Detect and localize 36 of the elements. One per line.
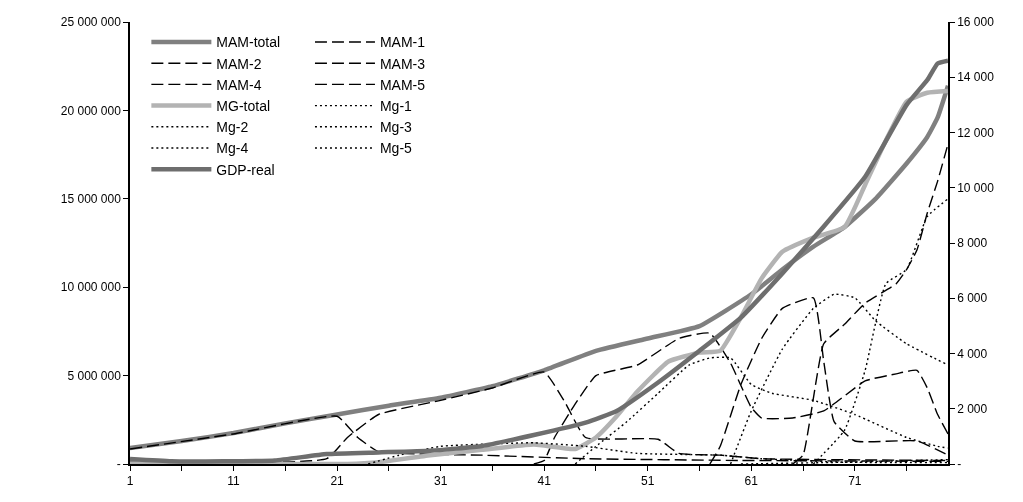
- legend-label: Mg-5: [379, 140, 413, 157]
- y2-tick-label: 14 000: [957, 70, 995, 85]
- legend-label: Mg-3: [379, 119, 413, 136]
- legend-label: MAM-total: [216, 34, 281, 51]
- legend-label: Mg-2: [216, 119, 249, 136]
- x-tick-label: 41: [537, 474, 552, 489]
- legend-label: MAM-2: [216, 55, 262, 72]
- x-tick-label: 31: [433, 474, 448, 489]
- y-tick-label: 15 000 000: [60, 192, 122, 206]
- y-tick-label: 10 000 000: [60, 280, 122, 295]
- x-tick-label: 51: [641, 474, 655, 489]
- y-tick-label: 20 000 000: [60, 103, 122, 118]
- x-tick-label: 61: [744, 474, 759, 489]
- legend-label: MAM-3: [379, 55, 426, 72]
- legend-label: MAM-4: [216, 76, 262, 93]
- legend-label: Mg-4: [216, 140, 249, 157]
- y-tick-label: -: [116, 457, 121, 472]
- x-tick-label: 1: [126, 474, 134, 489]
- y2-tick-label: 16 000: [957, 15, 995, 30]
- legend-label: GDP-real: [216, 161, 275, 178]
- y2-tick-label: 4 000: [957, 346, 988, 361]
- y-tick-label: 25 000 000: [60, 15, 122, 30]
- x-tick-label: 21: [330, 474, 345, 489]
- y2-tick-label: 6 000: [957, 291, 988, 306]
- legend-label: Mg-1: [379, 98, 413, 115]
- y2-tick-label: 12 000: [957, 125, 995, 140]
- x-tick-label: 11: [227, 474, 241, 489]
- y2-tick-label: 2 000: [957, 401, 988, 416]
- legend-label: MAM-5: [379, 76, 426, 93]
- y2-tick-label: 10 000: [957, 180, 995, 195]
- y-tick-label: 5 000 000: [67, 368, 122, 383]
- x-tick-label: 71: [848, 474, 862, 489]
- legend-label: MG-total: [216, 98, 271, 115]
- y2-tick-label: -: [957, 457, 962, 472]
- legend-label: MAM-1: [379, 34, 426, 51]
- y2-tick-label: 8 000: [957, 236, 988, 251]
